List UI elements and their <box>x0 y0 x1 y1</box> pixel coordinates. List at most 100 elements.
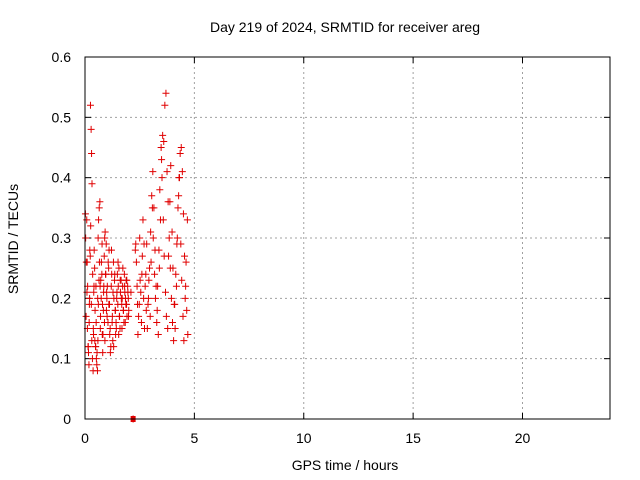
data-point <box>135 312 143 320</box>
data-point <box>114 258 122 266</box>
data-point <box>86 252 94 260</box>
data-point <box>141 282 149 290</box>
data-point <box>95 258 103 266</box>
y-tick-label: 0.3 <box>52 230 72 246</box>
data-point <box>115 331 123 339</box>
data-point <box>87 300 95 308</box>
data-point <box>148 192 156 200</box>
data-point <box>176 174 183 182</box>
points-layer <box>81 89 192 423</box>
data-point <box>91 306 99 314</box>
data-point <box>162 312 170 320</box>
data-point <box>155 246 163 254</box>
data-point <box>136 234 144 242</box>
data-point <box>166 198 174 206</box>
data-point <box>175 192 183 200</box>
data-point <box>100 318 108 326</box>
data-point <box>169 264 177 272</box>
data-point <box>139 216 147 224</box>
data-point <box>177 144 185 151</box>
data-point <box>95 204 103 212</box>
data-point <box>110 343 118 351</box>
data-point <box>135 300 143 308</box>
x-tick-label: 0 <box>81 430 89 446</box>
data-point <box>147 258 155 266</box>
data-point <box>171 325 179 332</box>
data-point <box>85 318 93 326</box>
data-point <box>179 210 187 218</box>
plot-frame <box>84 56 611 420</box>
data-point <box>83 216 91 224</box>
data-point <box>178 168 186 176</box>
data-point <box>106 331 114 339</box>
y-tick-label: 0.2 <box>52 290 72 306</box>
data-point <box>138 252 146 260</box>
data-point <box>88 150 96 158</box>
data-point <box>121 318 129 326</box>
data-point <box>99 306 107 314</box>
data-point <box>124 294 132 302</box>
data-point <box>125 312 133 320</box>
data-point <box>132 240 140 248</box>
data-point <box>88 337 96 345</box>
data-point <box>137 318 145 326</box>
x-tick-label: 5 <box>190 430 198 446</box>
data-point <box>84 343 92 351</box>
data-point <box>82 234 90 242</box>
data-point <box>98 331 106 339</box>
data-point <box>115 312 123 320</box>
data-point <box>167 294 175 302</box>
data-point <box>174 204 182 212</box>
data-point <box>184 331 192 339</box>
data-point <box>89 325 97 332</box>
data-point <box>96 198 104 206</box>
data-point <box>92 318 100 326</box>
data-point <box>157 144 165 151</box>
data-point <box>172 270 180 278</box>
data-point <box>92 343 100 351</box>
data-point <box>158 174 166 182</box>
data-point <box>134 331 142 339</box>
data-point <box>101 228 109 236</box>
y-tick-label: 0.4 <box>52 170 72 186</box>
data-point <box>107 246 115 254</box>
data-point <box>178 276 186 284</box>
data-point <box>161 101 169 109</box>
data-point <box>140 294 148 302</box>
x-tick-label: 15 <box>405 430 421 446</box>
data-point <box>109 337 117 345</box>
data-point <box>95 276 103 284</box>
data-point <box>182 282 190 290</box>
data-point <box>163 168 171 176</box>
data-point <box>182 258 190 266</box>
data-point <box>146 264 154 272</box>
data-point <box>132 258 140 266</box>
grid-layer <box>85 57 610 419</box>
data-point <box>103 288 111 296</box>
data-point <box>97 294 105 302</box>
data-point <box>167 162 175 170</box>
data-point <box>104 258 112 266</box>
data-point <box>148 204 156 212</box>
data-point <box>136 276 144 284</box>
data-point <box>107 282 115 290</box>
data-point <box>153 318 161 326</box>
y-axis-title: SRMTID / TECUs <box>5 184 21 294</box>
data-point <box>90 331 98 339</box>
data-point <box>153 306 161 314</box>
data-point <box>151 270 159 278</box>
x-tick-label: 20 <box>515 430 531 446</box>
data-point <box>124 288 132 296</box>
data-point <box>122 300 130 308</box>
data-point <box>133 282 141 290</box>
data-point <box>113 288 121 296</box>
data-point <box>116 276 124 284</box>
data-point <box>173 234 181 242</box>
data-point <box>181 294 189 302</box>
data-point <box>87 125 95 133</box>
data-point <box>160 137 168 145</box>
data-point <box>181 252 189 260</box>
x-axis-title: GPS time / hours <box>292 457 399 473</box>
data-point <box>170 300 178 308</box>
data-point <box>149 234 157 242</box>
